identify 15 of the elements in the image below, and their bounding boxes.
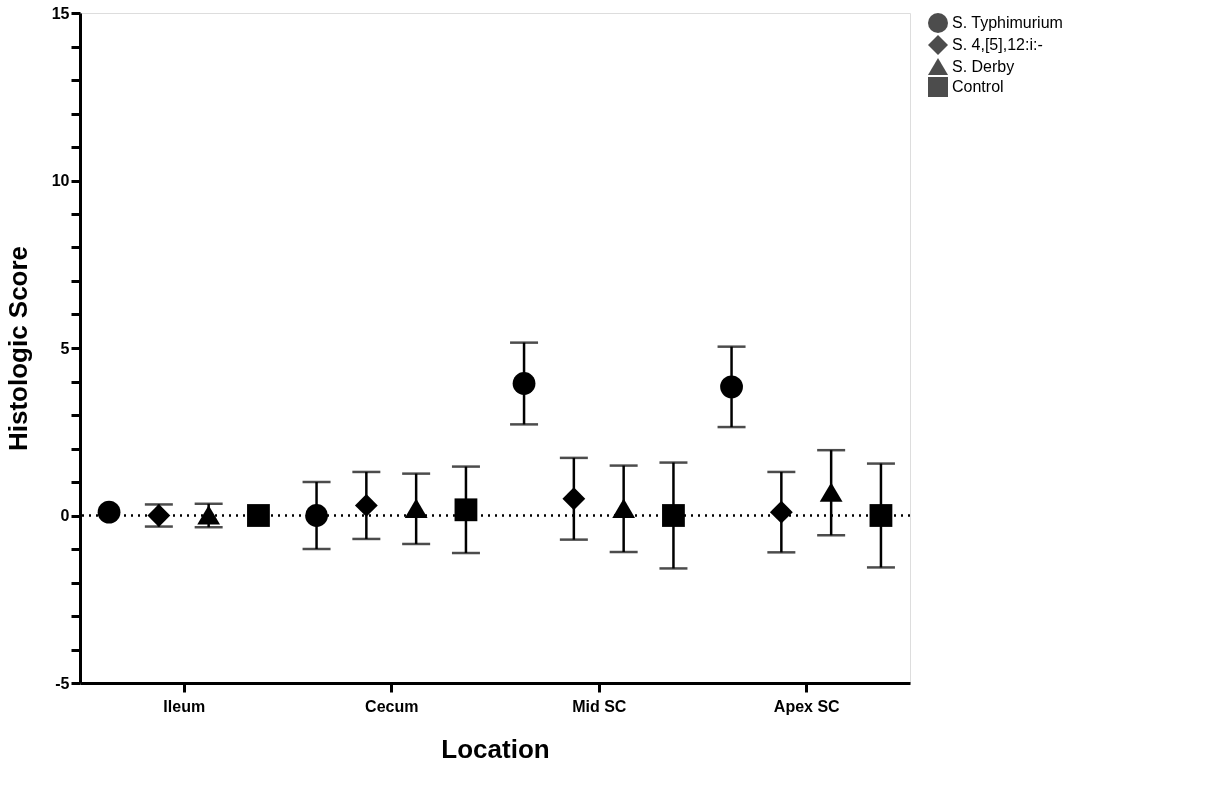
legend-label: S. 4,[5],12:i:- xyxy=(952,36,1043,53)
y-axis-title: Histologic Score xyxy=(2,245,33,452)
y-tick-label: -5 xyxy=(55,674,70,692)
y-tick-label: 5 xyxy=(60,339,70,357)
x-tick-label: Cecum xyxy=(365,697,419,715)
legend-label: S. Typhimurium xyxy=(952,14,1063,31)
y-tick-label: 15 xyxy=(51,4,70,22)
x-tick-label: Apex SC xyxy=(773,697,841,715)
y-tick-label: 10 xyxy=(51,172,70,189)
legend-label: Control xyxy=(952,78,1004,95)
legend-label: S. Derby xyxy=(952,58,1015,75)
x-axis-title: Location xyxy=(441,733,550,764)
y-tick-label: 0 xyxy=(60,507,70,524)
x-tick-label: Mid SC xyxy=(572,697,627,715)
x-tick-label: Ileum xyxy=(163,697,206,715)
